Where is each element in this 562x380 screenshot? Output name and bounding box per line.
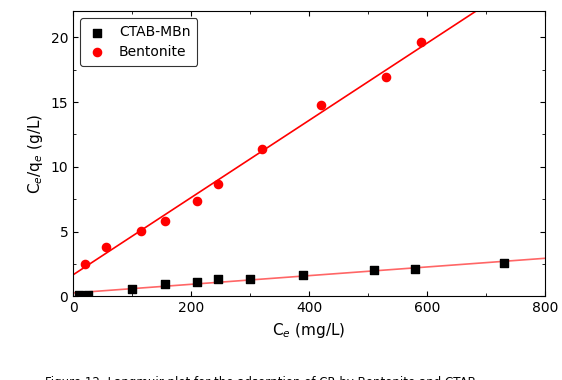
Text: Figure 12: Langmuir plot for the adsorption of CR by Bentonite and CTAB-
MBn dif: Figure 12: Langmuir plot for the adsorpt… — [45, 376, 480, 380]
Bentonite — [257, 146, 266, 152]
CTAB-MBn — [192, 279, 201, 285]
CTAB-MBn — [128, 286, 137, 292]
CTAB-MBn — [298, 272, 307, 278]
CTAB-MBn — [213, 276, 222, 282]
CTAB-MBn — [499, 260, 508, 266]
CTAB-MBn — [74, 292, 83, 298]
Bentonite — [381, 74, 390, 81]
Bentonite — [213, 180, 222, 187]
CTAB-MBn — [160, 281, 169, 287]
Bentonite — [101, 244, 110, 250]
CTAB-MBn — [411, 266, 420, 272]
Bentonite — [137, 228, 146, 234]
X-axis label: C$_e$ (mg/L): C$_e$ (mg/L) — [273, 321, 346, 340]
Bentonite — [192, 198, 201, 204]
CTAB-MBn — [83, 292, 92, 298]
Y-axis label: C$_e$/q$_e$ (g/L): C$_e$/q$_e$ (g/L) — [26, 114, 45, 194]
CTAB-MBn — [369, 268, 378, 274]
Legend: CTAB-MBn, Bentonite: CTAB-MBn, Bentonite — [80, 18, 197, 66]
Bentonite — [160, 218, 169, 224]
Bentonite — [80, 261, 89, 267]
CTAB-MBn — [246, 276, 255, 282]
Bentonite — [416, 40, 426, 46]
Bentonite — [316, 101, 325, 108]
